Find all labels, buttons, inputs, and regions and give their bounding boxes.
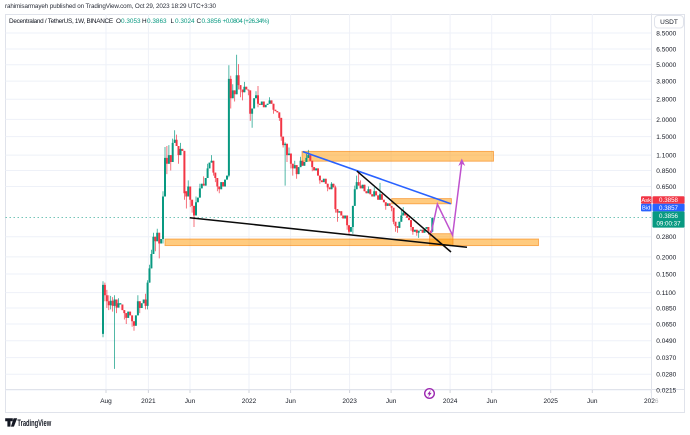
svg-text:Jun: Jun	[285, 398, 296, 405]
svg-text:0.0650: 0.0650	[656, 321, 676, 328]
svg-text:2025: 2025	[543, 398, 558, 405]
svg-text:2.8000: 2.8000	[656, 97, 676, 104]
svg-text:USDT: USDT	[660, 19, 678, 26]
svg-text:0.0850: 0.0850	[656, 305, 676, 312]
svg-text:8.5000: 8.5000	[656, 30, 676, 37]
svg-text:0.0490: 0.0490	[656, 338, 676, 345]
svg-text:1.5000: 1.5000	[656, 134, 676, 141]
svg-text:TradingView: TradingView	[17, 418, 51, 428]
svg-text:0.1500: 0.1500	[656, 271, 676, 278]
svg-text:Aug: Aug	[100, 398, 112, 405]
svg-text:09:00:37: 09:00:37	[656, 220, 681, 227]
svg-text:3.8000: 3.8000	[656, 79, 676, 86]
svg-text:Bid: Bid	[642, 206, 650, 212]
svg-text:0.8500: 0.8500	[656, 168, 676, 175]
svg-text:0.3857: 0.3857	[659, 205, 678, 212]
svg-text:5.0000: 5.0000	[656, 62, 676, 69]
svg-text:Jun: Jun	[486, 398, 497, 405]
svg-text:2026: 2026	[644, 398, 659, 405]
svg-text:0.0280: 0.0280	[656, 372, 676, 379]
svg-text:0.0370: 0.0370	[656, 355, 676, 362]
svg-text:2024: 2024	[443, 398, 458, 405]
svg-text:0.6500: 0.6500	[656, 184, 676, 191]
svg-text:Jun: Jun	[386, 398, 397, 405]
svg-text:2023: 2023	[342, 398, 357, 405]
svg-text:0.3856: 0.3856	[659, 213, 678, 220]
svg-text:0.2000: 0.2000	[656, 254, 676, 261]
svg-text:0.3858: 0.3858	[659, 197, 678, 204]
svg-text:Jun: Jun	[587, 398, 598, 405]
svg-text:1.1000: 1.1000	[656, 153, 676, 160]
svg-text:2.0000: 2.0000	[656, 117, 676, 124]
svg-text:Jun: Jun	[185, 398, 196, 405]
svg-text:0.2800: 0.2800	[656, 234, 676, 241]
svg-text:2021: 2021	[141, 398, 156, 405]
svg-text:2022: 2022	[242, 398, 257, 405]
svg-text:0.1100: 0.1100	[656, 290, 676, 297]
svg-text:Ask: Ask	[641, 198, 651, 204]
svg-text:6.5000: 6.5000	[656, 46, 676, 53]
svg-text:0.0215: 0.0215	[656, 387, 676, 394]
